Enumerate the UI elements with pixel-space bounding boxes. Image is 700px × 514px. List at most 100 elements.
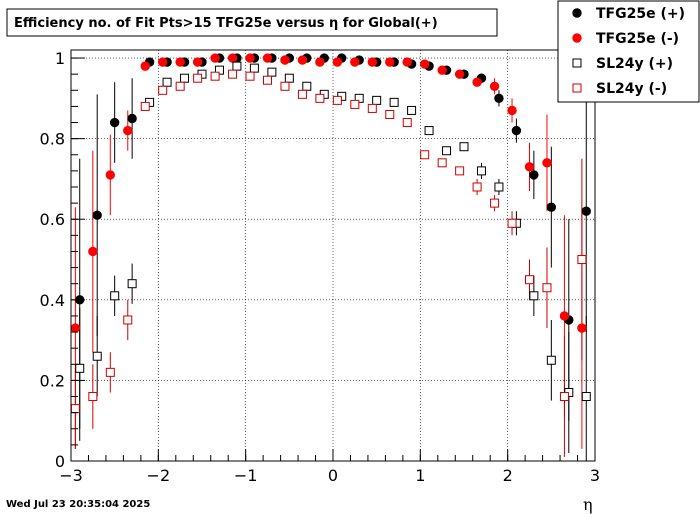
y-tick-label: 0.6 xyxy=(40,210,65,229)
y-tick-label: 0.8 xyxy=(40,130,65,149)
data-point xyxy=(180,73,190,83)
data-point xyxy=(284,73,294,83)
axis-tick-labels: −3 −2 −1 0 1 2 3 0 0.2 0.4 0.6 0.8 1 xyxy=(40,49,601,485)
data-point xyxy=(140,101,150,111)
x-tick-label: −3 xyxy=(59,466,83,485)
data-point xyxy=(472,77,482,87)
data-point xyxy=(507,105,517,116)
legend-entry: SL24y (+) xyxy=(572,56,673,72)
data-point xyxy=(472,182,482,192)
data-point xyxy=(402,118,412,128)
data-point xyxy=(88,246,98,257)
data-point xyxy=(297,89,307,99)
data-point xyxy=(232,61,242,71)
data-point xyxy=(454,69,465,79)
x-tick-label: 0 xyxy=(328,466,338,485)
x-tick-label: 1 xyxy=(415,466,425,485)
data-point xyxy=(546,202,557,212)
data-point xyxy=(263,75,272,85)
data-point xyxy=(350,57,360,67)
data-point xyxy=(227,53,238,63)
axis-ticks xyxy=(70,57,596,462)
data-point xyxy=(162,77,172,87)
data-point xyxy=(511,125,522,136)
data-point xyxy=(385,109,395,119)
data-point xyxy=(109,117,120,128)
x-tick-label: 2 xyxy=(503,466,513,485)
data-point xyxy=(92,210,102,220)
data-point xyxy=(105,367,115,377)
data-point xyxy=(437,158,447,168)
data-point xyxy=(494,182,504,192)
data-point xyxy=(105,170,116,180)
data-point xyxy=(490,198,500,208)
data-point xyxy=(489,81,500,91)
data-point xyxy=(267,67,277,77)
data-point xyxy=(192,57,203,67)
data-points xyxy=(70,53,591,414)
legend-entry: TFG25e (-) xyxy=(572,31,679,47)
data-point xyxy=(372,95,382,105)
data-point xyxy=(581,392,591,402)
legend-label: TFG25e (+) xyxy=(596,6,685,22)
data-point xyxy=(542,158,552,168)
legend: TFG25e (+) TFG25e (-) SL24y (+) SL24y (-) xyxy=(557,0,700,103)
chart-title-box: Efficiency no. of Fit Pts>15 TFG25e vers… xyxy=(6,8,498,37)
footer-timestamp: Wed Jul 23 20:35:04 2025 xyxy=(6,499,150,510)
data-point xyxy=(524,162,535,172)
legend-label: TFG25e (-) xyxy=(596,31,679,47)
data-point xyxy=(297,55,308,65)
data-point xyxy=(123,125,133,136)
data-point xyxy=(332,57,343,67)
data-point xyxy=(581,206,591,216)
data-point xyxy=(280,55,290,65)
data-point xyxy=(529,170,539,180)
legend-marker xyxy=(572,58,582,68)
data-point xyxy=(70,404,80,414)
y-tick-label: 1 xyxy=(55,49,65,68)
data-point xyxy=(437,65,447,75)
data-point xyxy=(542,283,552,293)
x-tick-label: −1 xyxy=(234,466,258,485)
data-point xyxy=(546,355,556,365)
data-point xyxy=(315,93,325,103)
chart-title: Efficiency no. of Fit Pts>15 TFG25e vers… xyxy=(14,16,438,31)
data-point xyxy=(75,363,85,373)
data-point xyxy=(249,63,259,73)
data-point xyxy=(507,218,517,228)
data-point xyxy=(245,71,255,81)
data-point xyxy=(127,113,137,124)
data-point xyxy=(367,103,377,113)
data-point xyxy=(494,93,504,104)
data-point xyxy=(459,142,469,152)
data-point xyxy=(442,146,452,156)
data-point xyxy=(420,150,430,160)
data-point xyxy=(389,97,399,107)
data-point xyxy=(210,53,220,63)
legend-marker xyxy=(572,8,582,18)
data-point xyxy=(127,279,137,289)
legend-label: SL24y (+) xyxy=(596,56,673,72)
data-point xyxy=(529,291,539,301)
data-point xyxy=(559,392,569,402)
data-point xyxy=(175,81,185,91)
data-point xyxy=(302,81,312,91)
data-point xyxy=(210,71,220,81)
data-point xyxy=(262,53,273,63)
data-point xyxy=(577,255,587,265)
data-point xyxy=(92,351,102,361)
data-point xyxy=(525,275,534,285)
data-point xyxy=(158,57,168,67)
data-point xyxy=(315,57,325,67)
legend-marker xyxy=(572,83,582,93)
y-tick-label: 0.2 xyxy=(40,371,65,390)
data-point xyxy=(402,57,412,67)
data-point xyxy=(385,57,395,67)
legend-label: SL24y (-) xyxy=(596,81,667,97)
data-point xyxy=(420,59,430,69)
data-point xyxy=(559,311,570,321)
legend-entry: SL24y (-) xyxy=(572,81,667,97)
data-point xyxy=(455,166,465,176)
error-bars xyxy=(74,57,587,461)
data-point xyxy=(476,166,486,176)
